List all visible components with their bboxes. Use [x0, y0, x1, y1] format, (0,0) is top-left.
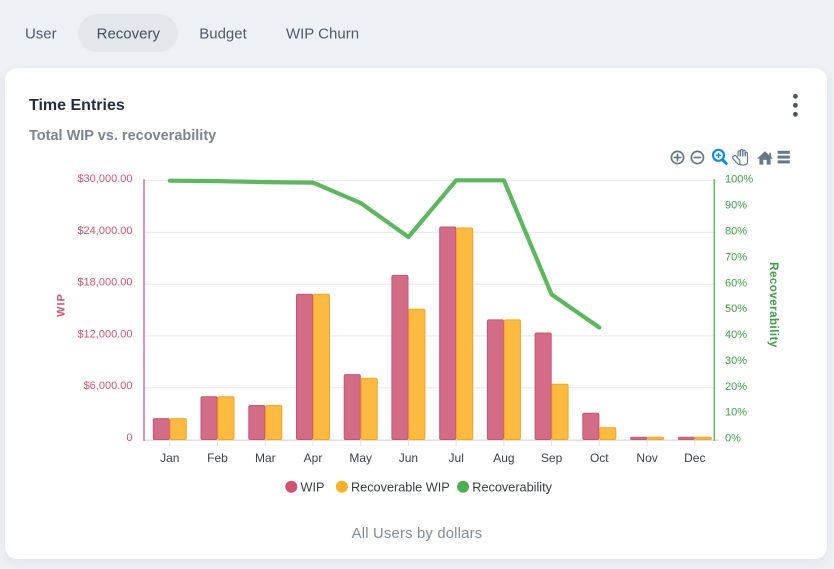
- svg-text:$6,000.00: $6,000.00: [84, 380, 133, 392]
- svg-text:Nov: Nov: [636, 451, 657, 465]
- svg-text:May: May: [349, 451, 372, 465]
- svg-text:Feb: Feb: [207, 451, 228, 465]
- svg-text:Jan: Jan: [160, 451, 179, 465]
- svg-text:20%: 20%: [725, 381, 747, 393]
- svg-text:0%: 0%: [725, 433, 741, 445]
- svg-text:80%: 80%: [725, 226, 747, 238]
- svg-text:$30,000.00: $30,000.00: [77, 173, 132, 185]
- svg-text:70%: 70%: [725, 251, 747, 263]
- svg-text:Recoverability: Recoverability: [767, 262, 779, 348]
- svg-text:Oct: Oct: [590, 451, 609, 465]
- svg-text:Sep: Sep: [541, 451, 563, 465]
- svg-text:Aug: Aug: [493, 451, 514, 465]
- svg-text:WIP: WIP: [301, 480, 325, 494]
- svg-text:Dec: Dec: [684, 451, 705, 465]
- svg-text:40%: 40%: [725, 329, 747, 341]
- svg-text:$18,000.00: $18,000.00: [77, 277, 132, 289]
- svg-text:Mar: Mar: [255, 451, 276, 465]
- svg-text:90%: 90%: [725, 200, 747, 212]
- svg-text:$12,000.00: $12,000.00: [77, 328, 132, 340]
- svg-text:60%: 60%: [725, 277, 747, 289]
- svg-text:WIP: WIP: [56, 293, 68, 317]
- svg-text:Jul: Jul: [449, 451, 464, 465]
- svg-text:30%: 30%: [725, 355, 747, 367]
- svg-text:10%: 10%: [725, 407, 747, 419]
- svg-text:Jun: Jun: [399, 451, 418, 465]
- svg-text:50%: 50%: [725, 303, 747, 315]
- svg-text:Apr: Apr: [304, 451, 323, 465]
- svg-text:100%: 100%: [725, 174, 753, 186]
- svg-text:Recoverability: Recoverability: [472, 480, 552, 494]
- svg-text:0: 0: [126, 432, 132, 444]
- svg-text:$24,000.00: $24,000.00: [77, 225, 132, 237]
- svg-text:Recoverable WIP: Recoverable WIP: [351, 480, 450, 494]
